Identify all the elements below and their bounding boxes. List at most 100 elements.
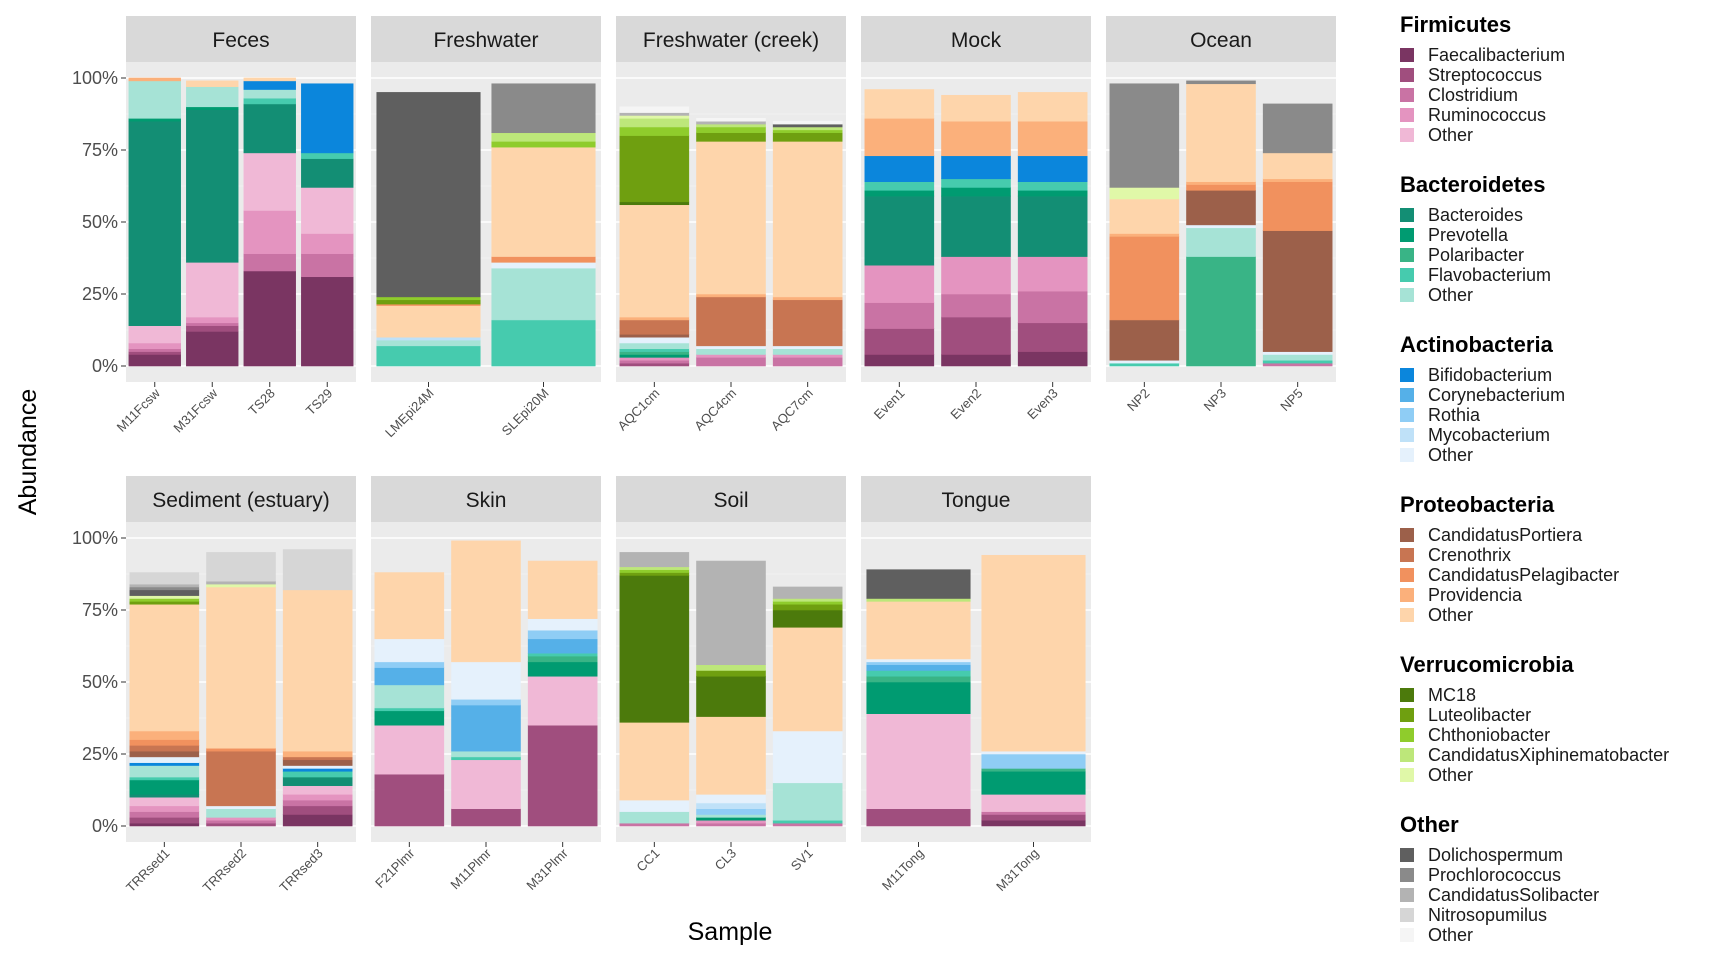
bar-segment-firmicutes-other: [374, 724, 445, 775]
legend-group-title: Verrucomicrobia: [1400, 652, 1574, 677]
bar-segment-clostridium: [619, 359, 690, 364]
bar-segment-faecalibacterium: [128, 354, 181, 367]
facet-strip: [126, 16, 356, 62]
bar-segment-crenothrix: [282, 756, 353, 761]
legend-label: Bacteroides: [1428, 205, 1523, 225]
bar-segment-candidatusportiera: [1109, 319, 1180, 361]
bar-segment-faecalibacterium: [981, 819, 1086, 827]
bar-segment-flavobacterium: [1262, 359, 1333, 364]
bar-segment-other: [696, 118, 766, 122]
bar-segment-bacteroidetes-other: [206, 808, 276, 818]
legend-group-title: Bacteroidetes: [1400, 172, 1546, 197]
bar-segment-actinobacteria-other: [129, 756, 200, 763]
bar-segment-ruminococcus: [206, 817, 276, 821]
bar-segment-streptococcus: [981, 814, 1086, 821]
facet-strip: [861, 16, 1091, 62]
bar-segment-clostridium: [1262, 362, 1333, 367]
bar-segment-proteobacteria-other: [129, 603, 200, 732]
bar-segment-candidatusxiphinematobacter: [866, 598, 971, 602]
bar-segment-flavobacterium: [941, 178, 1011, 188]
bar-segment-firmicutes-other: [129, 796, 200, 807]
bar-segment-providencia: [864, 118, 935, 157]
bar-segment-actinobacteria-other: [491, 262, 596, 269]
legend-label: Ruminococcus: [1428, 105, 1546, 125]
bar-segment-clostridium: [1017, 290, 1088, 324]
bar-segment-proteobacteria-other: [696, 716, 766, 795]
legend-label: Polaribacter: [1428, 245, 1524, 265]
bar-segment-prochlorococcus: [1262, 103, 1333, 154]
bar-segment-luteolibacter: [696, 132, 766, 142]
legend-group-title: Other: [1400, 812, 1459, 837]
bar-segment-streptococcus: [619, 362, 690, 367]
bar-segment-proteobacteria-other: [1186, 83, 1256, 182]
bar-segment-luteolibacter: [696, 670, 766, 677]
facet-title: Freshwater: [433, 29, 538, 52]
bar-segment-proteobacteria-other: [282, 589, 353, 752]
legend-label: Other: [1428, 125, 1473, 145]
legend-swatch-candidatusportiera: [1400, 528, 1414, 542]
bar-segment-flavobacterium: [619, 348, 690, 352]
bar-segment-firmicutes-other: [282, 785, 353, 795]
bar-segment-proteobacteria-other: [941, 94, 1011, 122]
bar-segment-candidatussolibacter: [206, 580, 276, 585]
legend-group-bacteroidetes: Bacteroidetes BacteroidesPrevotellaPolari…: [1400, 172, 1551, 305]
bar-segment-luteolibacter: [129, 601, 200, 605]
legend-label: Flavobacterium: [1428, 265, 1551, 285]
bar-cc1: [619, 552, 690, 827]
bar-segment-proteobacteria-other: [1262, 152, 1333, 180]
bar-segment-actinobacteria-other: [772, 345, 843, 350]
legend-label: Mycobacterium: [1428, 425, 1550, 445]
legend-swatch-luteolibacter: [1400, 708, 1414, 722]
bar-segment-bifidobacterium: [864, 155, 935, 182]
legend-group-other: Other DolichospermumProchlorococcusCandid…: [1400, 812, 1599, 945]
bar-segment-ruminococcus: [772, 354, 843, 358]
bar-segment-streptococcus: [206, 822, 276, 827]
bar-segment-providencia: [128, 77, 181, 82]
bar-segment-prevotella: [129, 779, 200, 795]
bar-segment-actinobacteria-other: [619, 336, 690, 344]
bar-segment-providencia: [696, 293, 766, 298]
bar-segment-bacteroidetes-other: [129, 765, 200, 778]
bar-segment-candidatusxiphinematobacter: [619, 118, 690, 128]
bar-segment-clostridium: [941, 293, 1011, 318]
bar-segment-corynebacterium: [451, 704, 521, 752]
facet-strip: [861, 476, 1091, 522]
bar-segment-flavobacterium: [491, 319, 596, 367]
bar-segment-crenothrix: [772, 299, 843, 347]
bar-segment-bacteroidetes-other: [451, 750, 521, 758]
bar-segment-clostridium: [282, 799, 353, 807]
legend-label: Streptococcus: [1428, 65, 1542, 85]
facet-title: Soil: [713, 489, 748, 512]
bar-segment-faecalibacterium: [129, 822, 200, 827]
bar-segment-candidatuspelagibacter: [206, 747, 276, 752]
legend-label: MC18: [1428, 685, 1476, 705]
y-axis-title: Abundance: [14, 389, 42, 516]
bar-segment-actinobacteria-other: [527, 618, 598, 631]
bar-cl3: [696, 560, 766, 827]
bar-segment-bacteroides: [301, 158, 354, 188]
bar-segment-candidatussolibacter: [619, 552, 690, 568]
bar-segment-bacteroides: [243, 103, 296, 154]
bar-m31plmr: [527, 560, 598, 827]
x-axis-title: Sample: [688, 918, 773, 946]
bar-segment-streptococcus: [374, 773, 445, 827]
legend-label: Other: [1428, 445, 1473, 465]
legend-label: Clostridium: [1428, 85, 1518, 105]
bar-segment-bacteroidetes-other: [128, 80, 181, 119]
bar-segment-proteobacteria-other: [619, 204, 690, 318]
bar-segment-faecalibacterium: [301, 276, 354, 367]
bar-segment-ruminococcus: [128, 342, 181, 350]
bar-m31fcsw: [186, 80, 239, 367]
bar-segment-corynebacterium: [374, 667, 445, 686]
bar-segment-proteobacteria-other: [866, 601, 971, 660]
facet-strip: [126, 476, 356, 522]
legend-swatch-bacteroides: [1400, 208, 1414, 222]
bar-segment-firmicutes-other: [128, 325, 181, 344]
bar-segment-prochlorococcus: [1186, 80, 1256, 85]
bar-m11plmr: [451, 540, 521, 827]
y-tick-label: 100%: [72, 68, 118, 88]
bar-segment-flavobacterium: [282, 770, 353, 778]
